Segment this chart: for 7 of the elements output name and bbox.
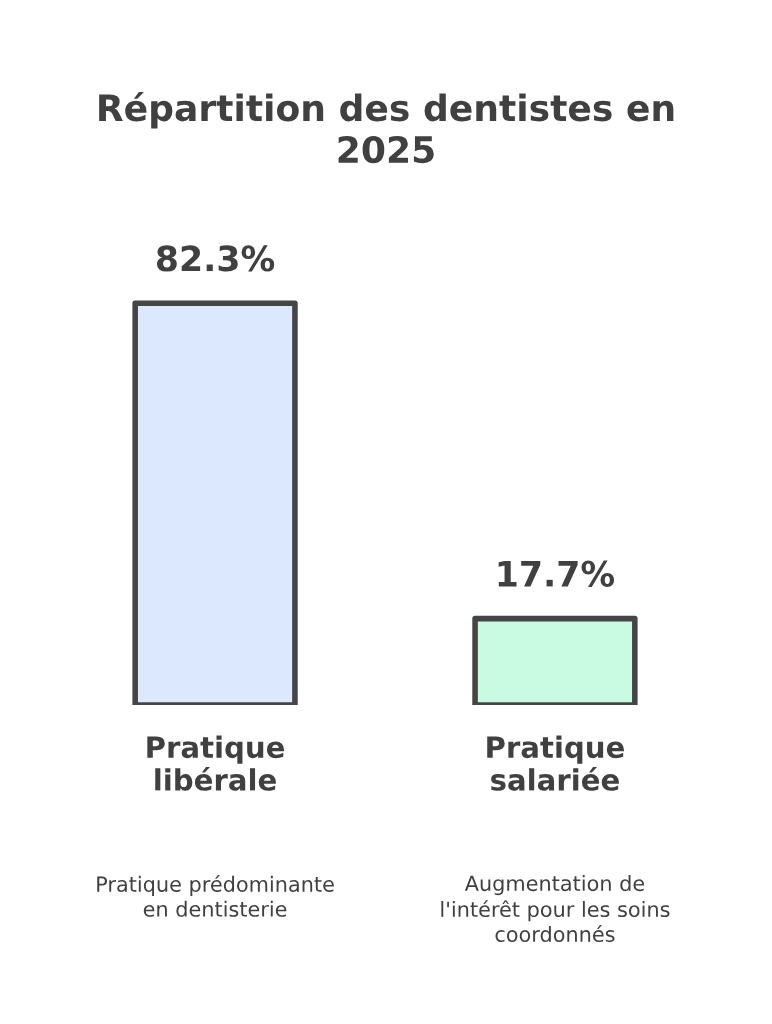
- text: Augmentation de l'intérêt pour les soins coordonnés: [441, 875, 670, 943]
- x-tick-label: Pratique salariée: [487, 735, 624, 791]
- x-tick-label: Pratique libérale: [147, 735, 285, 791]
- data-label: 82.3%: [156, 245, 275, 272]
- chart-title: Répartition des dentistes en 2025: [99, 92, 674, 164]
- text: Pratique prédominante en dentisterie: [97, 875, 334, 917]
- data-label: 17.7%: [498, 560, 615, 587]
